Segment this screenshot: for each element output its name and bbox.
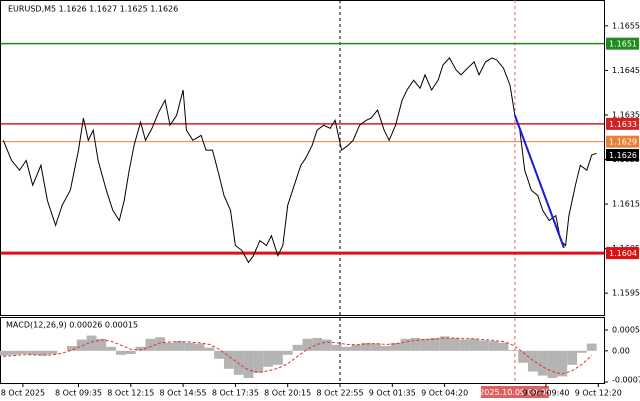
histogram-bar bbox=[165, 342, 175, 351]
level-label: 1.1604 bbox=[609, 249, 637, 258]
x-tick-label: 8 Oct 17:35 bbox=[212, 389, 259, 398]
histogram-bar bbox=[439, 336, 450, 351]
x-tick-label: 8 Oct 2025 bbox=[1, 389, 45, 398]
y-tick-label: -0.00078 bbox=[612, 376, 640, 385]
x-tick-label: 8 Oct 22:55 bbox=[316, 389, 363, 398]
y-tick-label: 0.00052 bbox=[612, 326, 640, 335]
histogram-bar bbox=[312, 338, 323, 351]
histogram-bar bbox=[292, 344, 303, 351]
histogram-bar bbox=[47, 350, 58, 354]
histogram-bar bbox=[106, 346, 117, 351]
histogram-bar bbox=[116, 350, 126, 355]
x-tick-label: 8 Oct 20:15 bbox=[264, 389, 311, 398]
histogram-bar bbox=[410, 338, 421, 351]
histogram-bar bbox=[204, 347, 215, 351]
histogram-bar bbox=[135, 346, 146, 351]
histogram-bar bbox=[0, 350, 9, 356]
histogram-bar bbox=[253, 350, 264, 373]
histogram-bar bbox=[194, 343, 205, 351]
histogram-bar bbox=[184, 342, 195, 351]
histogram-bar bbox=[67, 346, 77, 351]
histogram-bar bbox=[577, 350, 587, 353]
level-label-bg bbox=[606, 117, 639, 130]
x-tick-label: 8 Oct 12:15 bbox=[107, 389, 154, 398]
histogram-bar bbox=[547, 350, 558, 378]
histogram-bar bbox=[76, 339, 87, 351]
x-tick-label: 9 Oct 01:35 bbox=[369, 389, 416, 398]
x-tick-label: 9 Oct 09:40 bbox=[522, 389, 569, 398]
level-label-bg bbox=[606, 37, 639, 50]
histogram-bar bbox=[557, 350, 568, 377]
x-tick-label: 8 Oct 09:35 bbox=[55, 389, 102, 398]
histogram-bar bbox=[341, 346, 352, 351]
y-tick-label: 1.1635 bbox=[612, 110, 640, 119]
histogram-bar bbox=[390, 342, 401, 351]
histogram-bar bbox=[478, 340, 489, 351]
histogram-bar bbox=[371, 343, 381, 351]
histogram-bar bbox=[469, 338, 479, 351]
histogram-bar bbox=[322, 339, 332, 351]
histogram-bar bbox=[459, 339, 470, 351]
histogram-bar bbox=[400, 338, 411, 351]
main-frame bbox=[0, 0, 605, 316]
level-label: 1.1651 bbox=[609, 40, 637, 49]
histogram-bar bbox=[282, 350, 293, 355]
histogram-bar bbox=[351, 344, 362, 351]
histogram-bar bbox=[263, 350, 273, 367]
histogram-bar bbox=[233, 350, 244, 375]
histogram-bar bbox=[96, 338, 107, 351]
histogram-bar bbox=[243, 350, 254, 378]
histogram-bar bbox=[586, 343, 597, 351]
signal-line bbox=[3, 337, 593, 375]
histogram-bar bbox=[86, 335, 97, 351]
trend-line bbox=[513, 115, 565, 249]
y-tick-label: 0.00 bbox=[612, 346, 630, 355]
level-label-bg bbox=[606, 135, 639, 148]
level-label-bg bbox=[606, 247, 639, 260]
chart-title: EURUSD,M5 1.1626 1.1627 1.1625 1.1626 bbox=[8, 5, 178, 14]
histogram-bar bbox=[420, 338, 430, 351]
histogram-bar bbox=[8, 350, 18, 355]
histogram-bar bbox=[155, 337, 166, 351]
histogram-bar bbox=[223, 350, 234, 369]
time-label: 2025.10.09 09:05 bbox=[479, 388, 550, 397]
histogram-bar bbox=[380, 346, 391, 351]
histogram-bar bbox=[125, 350, 136, 354]
histogram-bar bbox=[145, 338, 156, 351]
histogram-bar bbox=[537, 350, 548, 376]
histogram-bar bbox=[361, 342, 372, 351]
histogram-bar bbox=[429, 338, 440, 351]
x-tick-label: 9 Oct 04:20 bbox=[421, 389, 468, 398]
time-label-bg bbox=[480, 386, 549, 398]
y-tick-label: 1.1655 bbox=[612, 21, 640, 30]
histogram-bar bbox=[518, 350, 528, 363]
histogram-bar bbox=[174, 341, 185, 351]
histogram-bar bbox=[214, 350, 224, 359]
histogram-bar bbox=[527, 350, 538, 372]
histogram-bar bbox=[508, 350, 519, 351]
x-tick-label: 9 Oct 12:20 bbox=[575, 389, 622, 398]
y-tick-label: 1.1615 bbox=[612, 200, 640, 209]
histogram-bar bbox=[488, 341, 499, 351]
price-line bbox=[2, 57, 597, 264]
histogram-bar bbox=[498, 342, 509, 351]
level-label: 1.1633 bbox=[609, 120, 637, 129]
level-label-bg bbox=[606, 149, 639, 162]
macd-title: MACD(12,26,9) 0.00026 0.00015 bbox=[6, 321, 138, 330]
histogram-bar bbox=[449, 338, 460, 351]
histogram-bar bbox=[567, 350, 578, 365]
histogram-bar bbox=[37, 350, 48, 356]
histogram-bar bbox=[272, 350, 283, 365]
level-label: 1.1629 bbox=[609, 138, 637, 147]
y-tick-label: 1.1645 bbox=[612, 66, 640, 75]
x-tick-label: 8 Oct 14:55 bbox=[160, 389, 207, 398]
histogram-bar bbox=[302, 338, 313, 351]
histogram-bar bbox=[17, 350, 28, 354]
y-tick-label: 1.1595 bbox=[612, 289, 640, 298]
histogram-bar bbox=[27, 350, 38, 355]
histogram-bar bbox=[331, 344, 342, 351]
level-label: 1.1626 bbox=[609, 151, 637, 160]
